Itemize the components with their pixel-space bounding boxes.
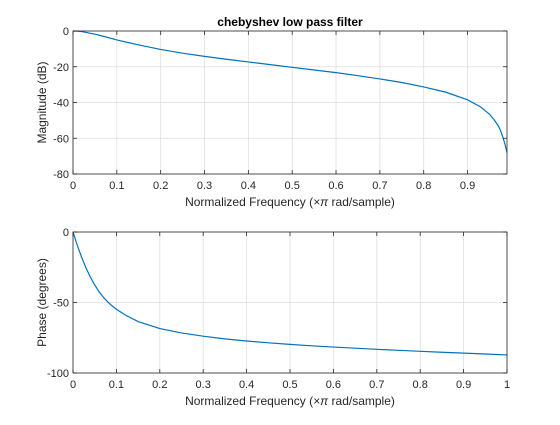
- x-axis-label-math: ×π: [313, 195, 329, 209]
- x-tick-label: 0.9: [460, 180, 475, 192]
- x-tick-label: 0.3: [196, 379, 211, 391]
- x-tick-label: 0.4: [241, 180, 256, 192]
- x-tick-label: 0.2: [152, 379, 167, 391]
- x-tick-label: 0.3: [197, 180, 212, 192]
- x-axis-label-suffix: rad/sample): [328, 195, 395, 209]
- x-tick-label: 0.7: [369, 379, 384, 391]
- x-axis-label-suffix: rad/sample): [328, 394, 395, 408]
- chart-title: chebyshev low pass filter: [217, 15, 363, 29]
- y-tick-label: 0: [63, 26, 69, 38]
- y-axis-label: Phase (degrees): [35, 258, 49, 347]
- x-axis-label: Normalized Frequency (×π rad/sample): [185, 195, 395, 209]
- x-axis-label-math: ×π: [313, 394, 329, 408]
- y-axis-label: Magnitude (dB): [35, 61, 49, 143]
- y-tick-label: -20: [53, 62, 69, 74]
- x-tick-label: 1: [504, 379, 510, 391]
- x-tick-label: 0.5: [282, 379, 297, 391]
- data-line-2: [73, 231, 507, 356]
- x-tick-label: 0.7: [372, 180, 387, 192]
- x-tick-label: 0: [70, 379, 76, 391]
- x-tick-label: 0.5: [285, 180, 300, 192]
- y-tick-label: -80: [53, 169, 69, 181]
- x-axis-label: Normalized Frequency (×π rad/sample): [185, 394, 395, 408]
- chart-panel-2: 0 0.1 0.2 0.3 0.4 0.5 0.6 0.7 0.8 0.9 1 0 -50 -100 Nor…: [35, 227, 510, 408]
- y-tick-label: -50: [53, 298, 69, 310]
- x-tick-label: 0.9: [456, 379, 471, 391]
- x-tick-label: 0.8: [413, 379, 428, 391]
- x-tick-label: 0.4: [239, 379, 254, 391]
- x-tick-label: 0.2: [153, 180, 168, 192]
- x-axis-label-prefix: Normalized Frequency (: [185, 195, 313, 209]
- y-tick-label: -60: [53, 133, 69, 145]
- chart-panel-1: 0 0.1 0.2 0.3 0.4 0.5 0.6 0.7 0.8 0.9 0 -20 -40 -60 -8…: [35, 15, 508, 209]
- x-tick-label: 0.1: [109, 180, 124, 192]
- y-tick-label: 0: [63, 227, 69, 239]
- x-axis-label-prefix: Normalized Frequency (: [185, 394, 313, 408]
- x-tick-label: 0.6: [326, 379, 341, 391]
- x-tick-label: 0.6: [328, 180, 343, 192]
- x-tick-label: 0.1: [109, 379, 124, 391]
- data-line-1: [73, 30, 507, 153]
- x-tick-label: 0.8: [416, 180, 431, 192]
- y-tick-label: -100: [47, 368, 69, 380]
- x-tick-label: 0: [70, 180, 76, 192]
- y-tick-label: -40: [53, 98, 69, 110]
